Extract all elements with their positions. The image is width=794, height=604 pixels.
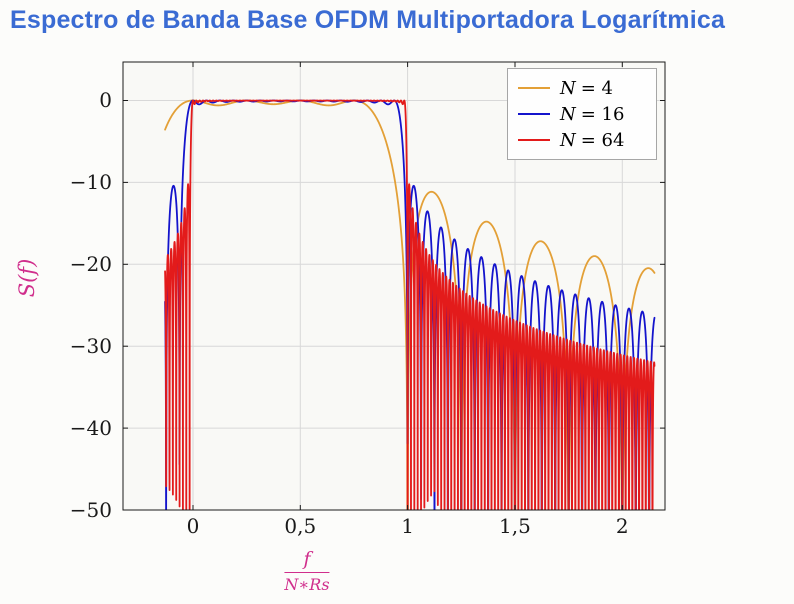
x-tick-label: 1,5: [499, 514, 531, 538]
legend-line-swatch-n4: [518, 87, 550, 89]
legend-label-rest: = 4: [580, 77, 614, 99]
legend-label-var: N: [560, 129, 576, 151]
y-tick-label: −30: [69, 334, 112, 359]
x-tick-label: 0: [186, 514, 200, 538]
series-line-N64: [164, 99, 656, 510]
legend-label-var: N: [560, 103, 576, 125]
legend: N = 4 N = 16 N = 64: [507, 68, 657, 160]
x-tick-label: 0,5: [284, 514, 317, 538]
y-axis-label: S(f): [15, 258, 39, 298]
x-axis-label: f N∗Rs: [284, 548, 330, 594]
x-tick-label: 1: [401, 514, 414, 538]
legend-item-n4: N = 4: [508, 75, 656, 101]
y-tick-label: −20: [69, 252, 112, 277]
y-tick-label: −40: [69, 416, 112, 441]
x-tick-label: 2: [615, 514, 629, 538]
x-axis-label-numerator: f: [284, 548, 330, 573]
legend-item-n64: N = 64: [508, 127, 656, 153]
y-tick-label: −10: [69, 170, 112, 195]
chart-title: Espectro de Banda Base OFDM Multiportado…: [10, 6, 726, 34]
legend-label-rest: = 64: [580, 129, 625, 151]
x-axis-label-denominator: N∗Rs: [284, 575, 330, 594]
series-group: [164, 99, 656, 510]
y-tick-label: −50: [69, 498, 112, 522]
legend-label-rest: = 16: [580, 103, 625, 125]
legend-item-n16: N = 16: [508, 101, 656, 127]
legend-label-var: N: [560, 77, 576, 99]
legend-line-swatch-n16: [518, 113, 550, 115]
legend-line-swatch-n64: [518, 139, 550, 141]
y-tick-label: 0: [99, 88, 112, 113]
plot-border: [122, 61, 666, 511]
